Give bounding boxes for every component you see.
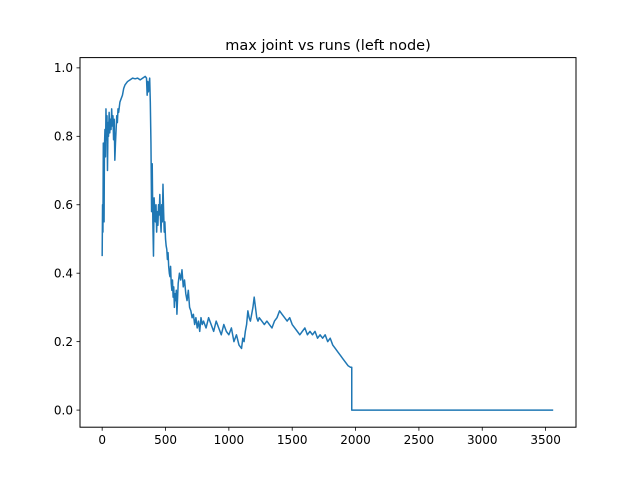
y-tick-label: 0.6 xyxy=(54,198,73,212)
x-tick-label: 3500 xyxy=(530,433,561,447)
plot-area xyxy=(101,75,554,411)
series-line-0 xyxy=(101,75,554,411)
y-tick-label: 0.8 xyxy=(54,130,73,144)
x-tick-label: 500 xyxy=(154,433,177,447)
chart-title: max joint vs runs (left node) xyxy=(225,38,430,54)
x-axis: 0 500 1000 1500 2000 2500 3000 3500 xyxy=(98,427,561,447)
y-tick-label: 0.2 xyxy=(54,335,73,349)
x-tick-label: 2500 xyxy=(404,433,435,447)
x-tick-label: 3000 xyxy=(467,433,498,447)
x-tick-label: 0 xyxy=(98,433,106,447)
y-tick-label: 0.4 xyxy=(54,266,73,280)
x-tick-label: 2000 xyxy=(340,433,371,447)
y-tick-label: 0.0 xyxy=(54,403,73,417)
y-tick-label: 1.0 xyxy=(54,61,73,75)
x-tick-label: 1500 xyxy=(277,433,308,447)
axes-frame xyxy=(79,57,577,428)
y-axis: 0.0 0.2 0.4 0.6 0.8 1.0 xyxy=(54,61,80,417)
x-tick-label: 1000 xyxy=(214,433,245,447)
